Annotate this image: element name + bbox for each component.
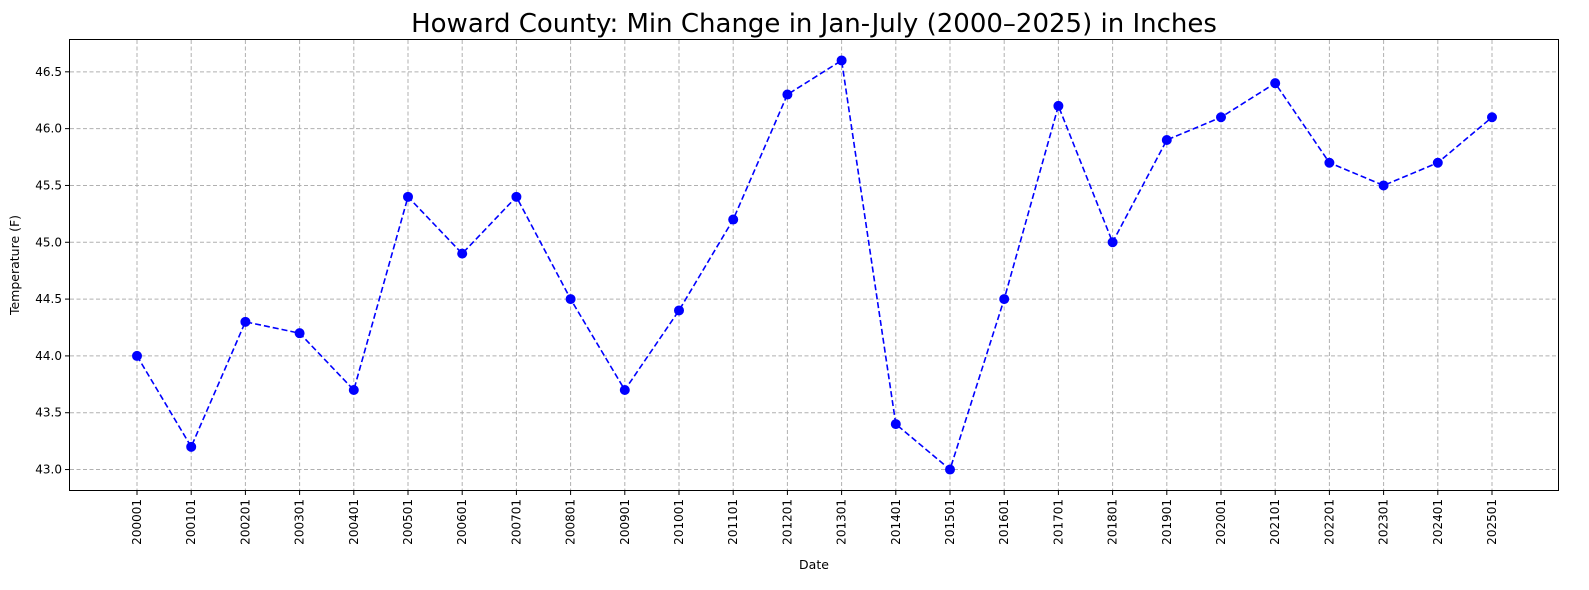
x-tick-label: 200001 [130,499,144,545]
data-point [132,350,142,361]
y-tick-label: 43.0 [35,463,62,477]
x-tick-label: 201301 [835,499,849,545]
x-tick-label: 201501 [943,499,957,545]
data-point [782,89,793,100]
plot-frame [69,39,1559,491]
data-point [674,305,684,316]
y-tick-label: 46.0 [35,122,62,136]
data-point [1487,112,1497,123]
grid-lines [70,40,1558,490]
data-point [619,385,630,395]
data-point [565,294,576,305]
x-tick-label: 201001 [672,499,686,545]
x-tick-label: 201701 [1051,499,1065,545]
data-point [1270,78,1281,89]
data-point [403,191,413,202]
x-tick-label: 202101 [1268,499,1282,545]
series-line [136,59,1493,471]
x-tick-label: 200301 [293,499,307,545]
x-tick-label: 202001 [1214,499,1228,545]
x-tick-label: 202401 [1431,499,1445,545]
data-point [294,328,305,339]
y-tick-label: 43.5 [35,406,62,420]
x-tick-label: 201101 [726,499,740,545]
data-point [186,441,197,452]
x-tick-label: 200401 [347,499,361,545]
x-tick-label: 202301 [1377,499,1391,545]
data-point [511,191,522,202]
x-tick-label: 200501 [401,499,415,545]
x-axis-label: Date [799,557,829,572]
data-point [1216,112,1226,123]
x-tick-label: 200101 [184,499,198,545]
data-point [728,214,739,225]
x-tick-label: 200601 [455,499,469,545]
x-tick-label: 200801 [564,499,578,545]
data-point [1432,157,1443,168]
y-tick-label: 44.0 [35,349,62,363]
y-tick-label: 44.5 [35,292,62,306]
x-tick-label: 200901 [618,499,632,545]
y-axis-ticks: 43.0 43.5 44.0 44.5 45.0 45.5 46.0 46.5 [35,65,70,477]
chart-title: Howard County: Min Change in Jan-July (2… [411,9,1217,39]
data-point [890,419,901,430]
data-point [240,316,251,327]
x-tick-label: 200701 [509,499,523,545]
y-axis-label: Temperature (F) [7,215,22,316]
x-tick-label: 201601 [997,499,1011,545]
data-point [1053,100,1064,111]
x-axis-ticks: 200001 200101 200201 200301 200401 200501 2006… [130,490,1499,545]
x-tick-label: 200201 [238,499,252,545]
data-point [1161,135,1172,145]
data-point [945,464,955,475]
data-point [999,294,1010,305]
y-tick-label: 45.5 [35,178,62,192]
x-tick-label: 201401 [889,499,903,545]
data-point [1107,237,1118,248]
y-tick-label: 45.0 [35,235,62,249]
x-tick-label: 201201 [780,499,794,545]
data-series [132,55,1497,475]
y-tick-label: 46.5 [35,65,62,79]
x-tick-label: 202201 [1322,499,1336,545]
x-tick-label: 201801 [1106,499,1120,545]
data-point [836,55,847,66]
data-point [457,248,468,259]
data-point [1324,157,1335,168]
data-point [348,385,359,395]
x-tick-label: 202501 [1485,499,1499,545]
x-tick-label: 201901 [1160,499,1174,545]
data-point [1378,180,1389,191]
